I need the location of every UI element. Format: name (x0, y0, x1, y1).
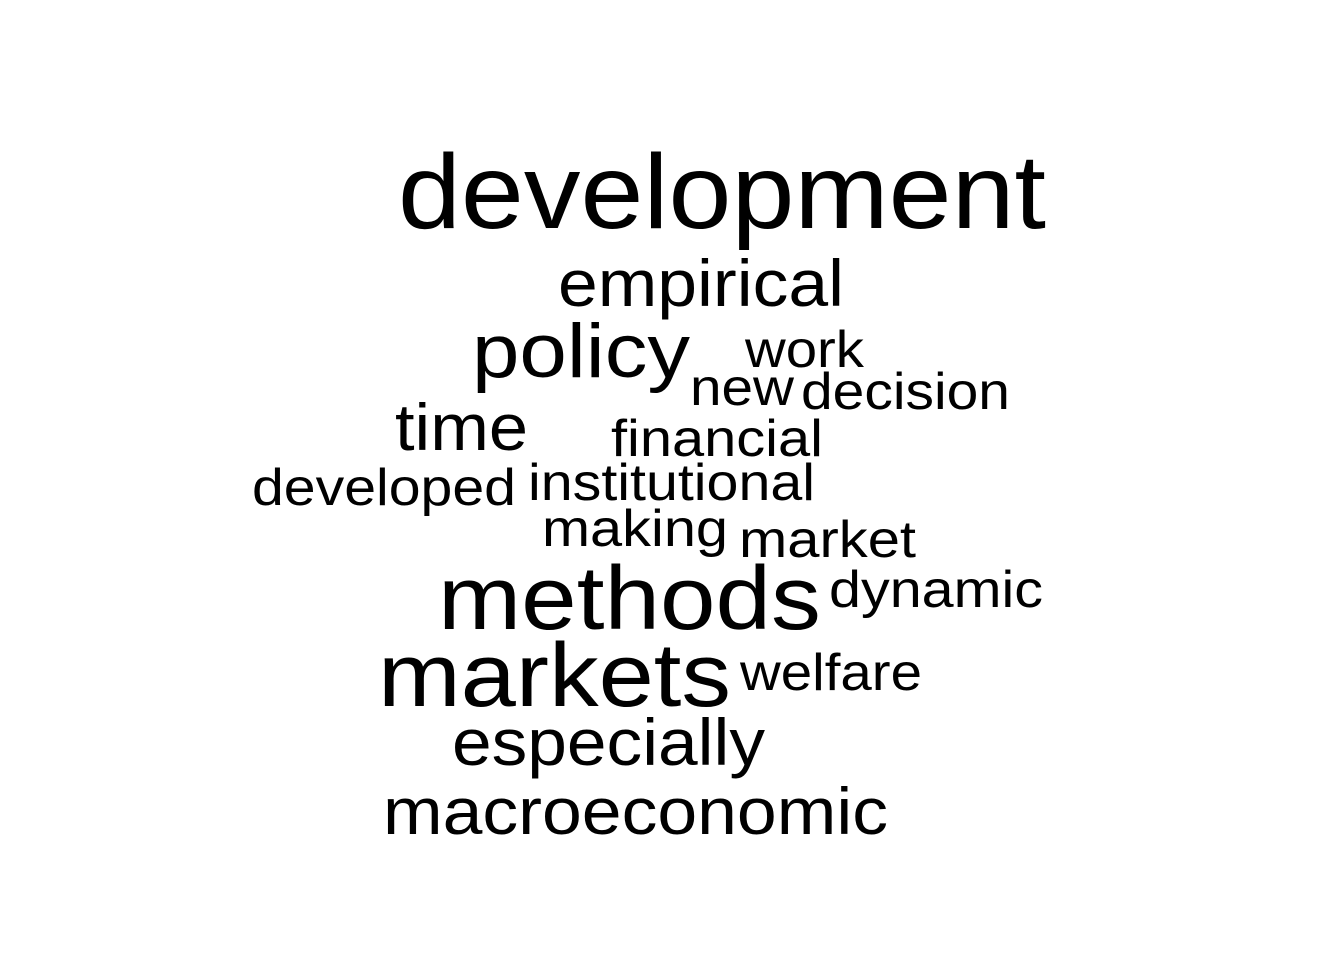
word-institutional: institutional (528, 454, 815, 512)
word-policy: policy (472, 309, 690, 394)
word-empirical: empirical (558, 246, 844, 320)
word-making: making (542, 500, 728, 558)
word-time: time (395, 390, 528, 464)
word-especially: especially (452, 705, 765, 779)
word-financial: financial (611, 410, 823, 468)
word-dynamic: dynamic (829, 561, 1043, 619)
word-developed: developed (252, 459, 516, 517)
word-decision: decision (801, 363, 1010, 421)
word-development: development (398, 133, 1046, 251)
word-markets: markets (378, 626, 731, 726)
word-welfare: welfare (739, 644, 922, 702)
word-work: work (744, 321, 865, 379)
word-methods: methods (438, 549, 821, 649)
word-new: new (690, 359, 794, 417)
word-market: market (739, 511, 917, 569)
word-macroeconomic: macroeconomic (383, 774, 888, 848)
